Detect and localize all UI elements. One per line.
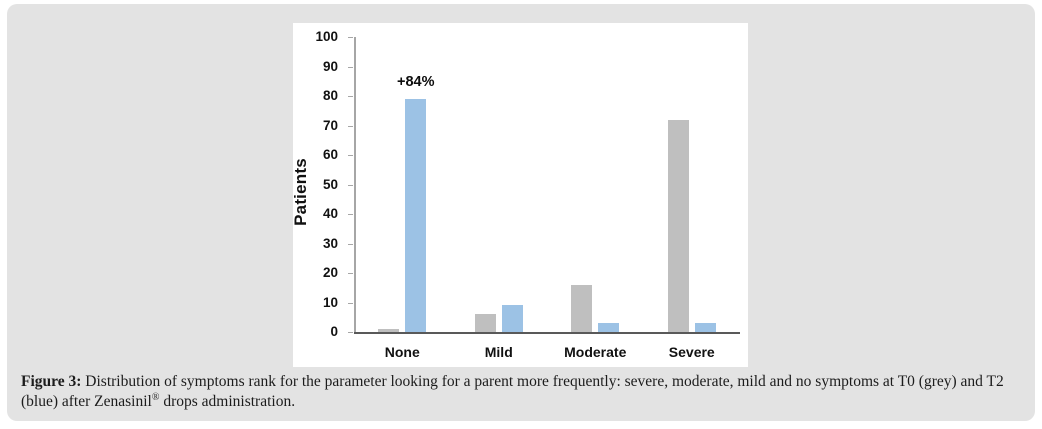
y-tick-mark bbox=[348, 155, 353, 156]
y-tick-label: 60 bbox=[322, 147, 338, 162]
bar-t2-mild bbox=[501, 305, 523, 332]
y-tick-mark bbox=[348, 66, 353, 68]
y-tick-label: 50 bbox=[322, 176, 338, 192]
bar-t0-severe bbox=[667, 120, 689, 332]
y-tick-label: 70 bbox=[322, 117, 338, 133]
y-tick-mark bbox=[348, 96, 353, 97]
x-category-label: Mild bbox=[484, 344, 513, 360]
y-tick-label: 40 bbox=[322, 206, 338, 221]
caption-body: Distribution of symptoms rank for the pa… bbox=[21, 373, 1004, 410]
caption-tail: drops administration. bbox=[159, 393, 296, 410]
y-tick-label: 0 bbox=[330, 324, 338, 339]
y-axis-line bbox=[354, 37, 356, 334]
y-tick-mark bbox=[348, 302, 353, 304]
y-tick-mark bbox=[348, 125, 353, 127]
bar-t0-none bbox=[378, 329, 400, 332]
bar-chart: Patients 0 10 20 30 40 50 60 70 80 90 100 None Mild M… bbox=[291, 23, 748, 367]
y-tick-label: 10 bbox=[322, 294, 338, 310]
bar-t0-moderate bbox=[571, 285, 593, 332]
y-tick-label: 90 bbox=[322, 58, 338, 74]
chart-panel: Patients 0 10 20 30 40 50 60 70 80 90 100 None Mild M… bbox=[291, 23, 748, 367]
x-category-label: None bbox=[384, 344, 420, 360]
y-tick-mark bbox=[348, 37, 353, 38]
figure-card: Patients 0 10 20 30 40 50 60 70 80 90 100 None Mild M… bbox=[7, 4, 1035, 421]
bar-annotation: +84% bbox=[397, 73, 435, 90]
x-category-label: Severe bbox=[668, 344, 715, 360]
y-tick-label: 100 bbox=[315, 29, 338, 44]
bar-t2-none bbox=[405, 99, 427, 332]
bar-t2-severe bbox=[694, 323, 716, 332]
y-tick-label: 80 bbox=[322, 88, 338, 103]
y-tick-label: 30 bbox=[322, 235, 338, 251]
y-tick-mark bbox=[348, 243, 353, 245]
y-tick-label: 20 bbox=[322, 265, 338, 280]
bar-t2-moderate bbox=[598, 323, 620, 332]
y-tick-mark bbox=[348, 273, 353, 274]
caption-brand: Zenasinil bbox=[94, 393, 152, 410]
figure-caption: Figure 3: Distribution of symptoms rank … bbox=[21, 372, 1023, 412]
x-axis-line bbox=[354, 332, 740, 334]
bar-t0-mild bbox=[474, 314, 496, 332]
y-tick-mark bbox=[348, 184, 353, 186]
y-tick-mark bbox=[348, 332, 353, 333]
caption-figure-label: Figure 3: bbox=[21, 373, 82, 390]
caption-registered-mark: ® bbox=[151, 391, 160, 403]
y-tick-mark bbox=[348, 214, 353, 215]
x-category-label: Moderate bbox=[564, 344, 627, 360]
